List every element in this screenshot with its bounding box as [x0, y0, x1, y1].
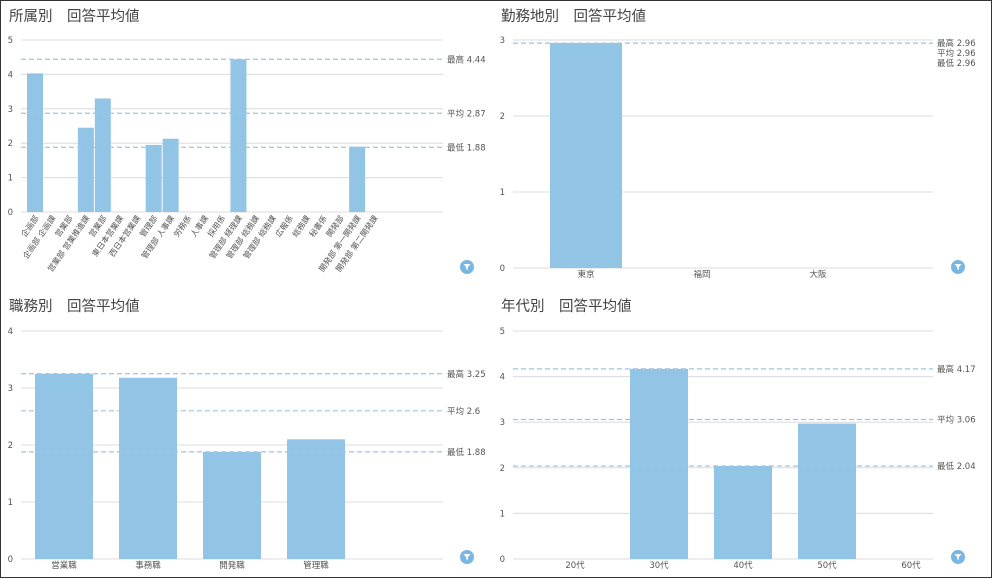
y-tick-label: 1	[8, 498, 13, 508]
reference-line-label: 平均 2.6	[447, 406, 480, 417]
y-tick-label: 4	[8, 70, 13, 80]
y-tick-label: 0	[500, 555, 505, 565]
bar	[287, 439, 345, 559]
filter-button[interactable]	[460, 260, 474, 274]
x-tick-label: 40代	[733, 560, 753, 571]
panel-title: 年代別 回答平均値	[501, 299, 632, 315]
y-tick-label: 1	[500, 188, 505, 198]
reference-line-label: 平均 2.87	[447, 108, 486, 119]
bar	[145, 144, 162, 212]
x-tick-label: 東京	[577, 269, 594, 280]
reference-line-label: 最高 4.17	[937, 364, 976, 375]
age-bar-chart: 0 1 2 3 4 5 20代 30代 40代 50代 60代 最高 4.17 平均 3.06 最低 2.…	[500, 327, 976, 571]
y-tick-label: 0	[8, 555, 13, 565]
bar	[798, 423, 856, 559]
filter-button[interactable]	[951, 260, 965, 274]
x-tick-label: 20代	[565, 560, 585, 571]
location-chart-panel: 勤務地別 回答平均値 0 1 2 3 東京 福岡 大阪 最高 2.96 平均 2.96 最低 2.…	[493, 1, 991, 289]
y-tick-label: 0	[8, 208, 13, 218]
y-tick-label: 4	[500, 373, 505, 383]
bar	[714, 465, 772, 559]
bar	[203, 451, 261, 559]
y-tick-label: 3	[500, 418, 505, 428]
reference-line-label: 最高 3.25	[447, 369, 486, 380]
job-chart-panel: 職務別 回答平均値 0 1 2 3 4 営業職 事務職 開発職 管理職 最高 3.25 平均 2.6…	[1, 291, 493, 577]
filter-icon	[954, 264, 962, 270]
affiliation-chart-panel: 所属別 回答平均値 0 1 2 3 4 5 企画部 企画部 企画課 営業部 営業部 営業推進課 営業…	[1, 1, 493, 289]
job-bar-chart: 0 1 2 3 4 営業職 事務職 開発職 管理職 最高 3.25 平均 2.6 最低 1.88	[8, 327, 486, 571]
x-tick-label: 大阪	[809, 269, 827, 280]
x-tick-label: 事務職	[135, 560, 161, 571]
bar	[230, 59, 247, 212]
panel-title: 所属別 回答平均値	[9, 9, 140, 25]
bar	[630, 368, 688, 559]
y-tick-label: 2	[8, 441, 13, 451]
x-tick-label: 50代	[817, 560, 837, 571]
bar	[27, 73, 43, 212]
reference-line-label: 最高 2.96	[937, 38, 976, 49]
filter-icon	[463, 264, 471, 270]
reference-line-label: 最低 1.88	[447, 142, 486, 153]
bar	[77, 127, 94, 212]
y-tick-label: 3	[8, 105, 13, 115]
y-tick-label: 4	[8, 327, 13, 337]
panel-title: 勤務地別 回答平均値	[501, 9, 646, 25]
filter-icon	[463, 554, 471, 560]
reference-line-label: 平均 3.06	[937, 414, 976, 425]
x-tick-label: 30代	[649, 560, 669, 571]
x-tick-label: 管理職	[303, 560, 329, 571]
x-tick-label: 開発職	[219, 561, 245, 571]
y-tick-label: 1	[500, 509, 505, 519]
filter-button[interactable]	[460, 550, 474, 564]
x-tick-label: 営業職	[51, 560, 77, 571]
bar	[35, 373, 93, 559]
bar	[162, 138, 179, 212]
bar	[94, 98, 111, 212]
reference-line-label: 最高 4.44	[447, 54, 486, 65]
y-tick-label: 1	[8, 174, 13, 184]
filter-icon	[954, 554, 962, 560]
reference-line-label: 平均 2.96	[937, 48, 976, 59]
y-tick-label: 2	[500, 464, 505, 474]
reference-line-label: 最低 2.04	[937, 461, 976, 472]
bar	[550, 43, 622, 268]
y-tick-label: 5	[8, 36, 13, 46]
reference-line-label: 最低 2.96	[937, 58, 976, 69]
y-tick-label: 2	[8, 139, 13, 149]
x-tick-label: 福岡	[693, 269, 710, 280]
y-tick-label: 5	[500, 327, 505, 337]
y-tick-label: 3	[500, 36, 505, 46]
bar	[349, 146, 366, 212]
age-chart-panel: 年代別 回答平均値 0 1 2 3 4 5 20代 30代 40代 50代 60代 最高 4.17 平均…	[493, 291, 991, 577]
x-tick-label: 60代	[901, 560, 921, 571]
bar	[119, 377, 177, 559]
y-tick-label: 2	[500, 112, 505, 122]
filter-button[interactable]	[951, 550, 965, 564]
reference-line-label: 最低 1.88	[447, 447, 486, 458]
y-tick-label: 0	[500, 264, 505, 274]
y-tick-label: 3	[8, 384, 13, 394]
panel-title: 職務別 回答平均値	[9, 299, 140, 315]
